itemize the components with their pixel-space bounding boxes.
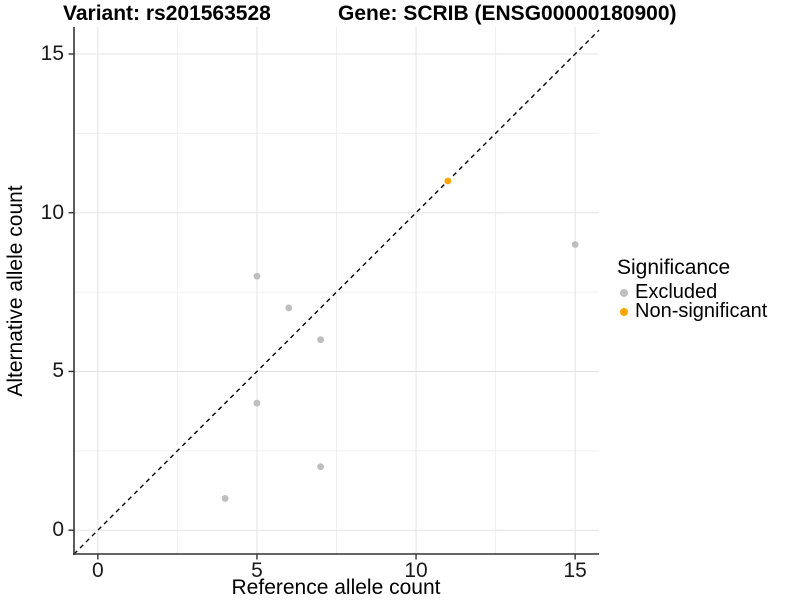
legend-item-label: Non-significant bbox=[635, 300, 768, 322]
variant-title: Variant: rs201563528 bbox=[63, 2, 271, 25]
x-tick-label: 0 bbox=[92, 559, 104, 582]
data-point-excluded bbox=[571, 241, 579, 248]
data-point-excluded bbox=[221, 495, 229, 502]
x-tick-label: 10 bbox=[404, 559, 428, 582]
data-point-excluded bbox=[317, 336, 324, 344]
data-point-excluded bbox=[317, 463, 324, 471]
data-point-excluded bbox=[253, 272, 261, 280]
y-tick-label: 5 bbox=[52, 359, 64, 383]
legend-dot-icon bbox=[620, 288, 628, 297]
legend: Significance Excluded Non-significant bbox=[617, 256, 768, 322]
legend-item: Excluded bbox=[617, 281, 767, 303]
gene-title: Gene: SCRIB (ENSG00000180900) bbox=[338, 2, 677, 25]
legend-dot-icon bbox=[620, 307, 628, 316]
y-tick-label: 10 bbox=[40, 200, 64, 224]
y-axis-title: Alternative allele count bbox=[4, 185, 27, 397]
legend-title: Significance bbox=[617, 256, 731, 279]
x-tick-label: 15 bbox=[563, 559, 587, 582]
legend-item-label: Excluded bbox=[635, 281, 718, 303]
y-tick-label: 0 bbox=[52, 518, 64, 542]
legend-items: Excluded Non-significant bbox=[617, 281, 768, 322]
data-point-non-significant bbox=[444, 177, 452, 185]
data-point-excluded bbox=[253, 399, 261, 407]
y-tick-label: 15 bbox=[40, 41, 64, 65]
x-tick-label: 5 bbox=[251, 559, 263, 582]
legend-item: Non-significant bbox=[617, 300, 768, 322]
x-axis-title: Reference allele count bbox=[231, 576, 441, 599]
data-point-excluded bbox=[285, 304, 293, 312]
